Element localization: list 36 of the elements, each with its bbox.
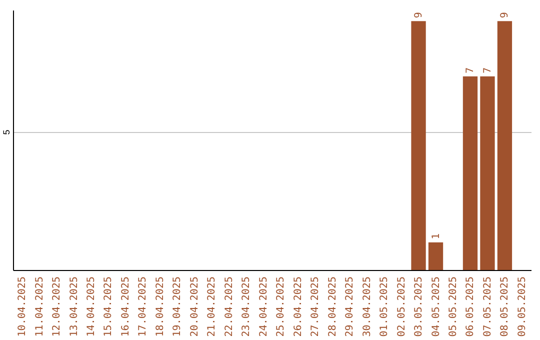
x-tick-label: 15.04.2025 bbox=[103, 276, 114, 337]
x-tick-label: 09.05.2025 bbox=[516, 276, 528, 337]
x-tick-label: 05.05.2025 bbox=[448, 276, 459, 337]
x-tick-label: 25.04.2025 bbox=[276, 276, 287, 337]
x-tick-label: 12.04.2025 bbox=[52, 276, 63, 337]
x-tick-label: 30.04.2025 bbox=[362, 276, 373, 337]
x-tick-label: 06.05.2025 bbox=[465, 276, 476, 337]
x-tick-label: 18.04.2025 bbox=[154, 276, 166, 337]
x-tick-label: 16.04.2025 bbox=[120, 276, 132, 337]
x-tick-label: 28.04.2025 bbox=[327, 276, 338, 337]
x-tick-label: 29.04.2025 bbox=[344, 276, 356, 337]
x-tick-label: 08.05.2025 bbox=[500, 276, 511, 337]
x-tick-label: 11.04.2025 bbox=[34, 276, 46, 337]
x-tick-label: 23.04.2025 bbox=[241, 276, 252, 337]
data-label: 1 bbox=[430, 233, 442, 240]
x-tick-label: 01.05.2025 bbox=[379, 276, 390, 337]
x-tick-label: 13.04.2025 bbox=[68, 276, 80, 337]
x-tick-label: 21.04.2025 bbox=[206, 276, 218, 337]
x-tick-label: 19.04.2025 bbox=[172, 276, 184, 337]
x-tick-label: 24.04.2025 bbox=[258, 276, 270, 337]
x-tick-label: 10.04.2025 bbox=[17, 276, 28, 337]
x-tick-label: 17.04.2025 bbox=[138, 276, 149, 337]
x-tick-label: 07.05.2025 bbox=[482, 276, 494, 337]
x-tick-label: 26.04.2025 bbox=[292, 276, 304, 337]
x-tick-label: 22.04.2025 bbox=[224, 276, 235, 337]
x-tick-label: 27.04.2025 bbox=[310, 276, 322, 337]
x-tick-label: 03.05.2025 bbox=[414, 276, 425, 337]
x-tick-label: 02.05.2025 bbox=[396, 276, 408, 337]
data-label: 7 bbox=[465, 67, 476, 74]
data-label: 9 bbox=[414, 12, 425, 18]
x-tick-label: 14.04.2025 bbox=[86, 276, 97, 337]
data-label: 7 bbox=[482, 67, 494, 74]
x-tick-label: 04.05.2025 bbox=[430, 276, 442, 337]
x-tick-label: 20.04.2025 bbox=[189, 276, 200, 337]
y-tick-label: 5 bbox=[2, 130, 12, 135]
data-label: 9 bbox=[500, 12, 511, 18]
